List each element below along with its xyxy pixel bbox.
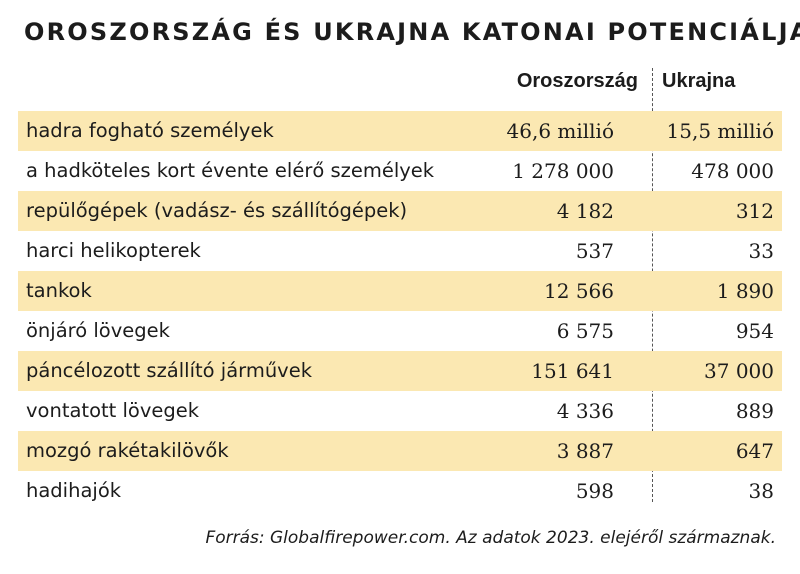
value-ukraine: 312	[735, 199, 774, 223]
value-ukraine: 647	[735, 439, 774, 463]
row-label: páncélozott szállító járművek	[26, 359, 313, 382]
value-ukraine: 15,5 millió	[666, 119, 774, 143]
row-label: hadra fogható személyek	[26, 119, 274, 142]
value-ukraine: 37 000	[704, 359, 774, 383]
value-russia: 6 575	[556, 319, 614, 343]
value-ukraine: 954	[735, 319, 774, 343]
table-row: hadra fogható személyek 46,6 millió 15,5 m…	[18, 111, 782, 151]
table-row: tankok 12 566 1 890	[18, 271, 782, 311]
column-header-russia: Oroszország	[516, 70, 638, 92]
row-label: a hadköteles kort évente elérő személyek	[26, 159, 435, 182]
table-row: mozgó rakétakilövők 3 887 647	[18, 431, 782, 471]
value-ukraine: 889	[735, 399, 774, 423]
row-label: hadihajók	[26, 479, 122, 502]
row-label: harci helikopterek	[26, 239, 201, 262]
value-russia: 46,6 millió	[506, 119, 614, 143]
value-russia: 1 278 000	[512, 159, 614, 183]
value-russia: 3 887	[556, 439, 614, 463]
table-row: vontatott lövegek 4 336 889	[18, 391, 782, 431]
value-russia: 598	[575, 479, 614, 503]
value-ukraine: 478 000	[691, 159, 774, 183]
value-russia: 4 336	[556, 399, 614, 423]
source-note: Forrás: Globalfirepower.com. Az adatok 2…	[205, 528, 776, 548]
row-label: repülőgépek (vadász- és szállítógépek)	[26, 199, 408, 222]
column-header-ukraine: Ukrajna	[662, 70, 736, 92]
table-row: hadihajók 598 38	[18, 471, 782, 511]
table-row: harci helikopterek 537 33	[18, 231, 782, 271]
row-label: tankok	[26, 279, 92, 302]
table-row: páncélozott szállító járművek 151 641 37 0…	[18, 351, 782, 391]
value-ukraine: 1 890	[716, 279, 774, 303]
page-title: OROSZORSZÁG ÉS UKRAJNA KATONAI POTENCIÁL…	[24, 18, 800, 46]
table-row: repülőgépek (vadász- és szállítógépek) 4 …	[18, 191, 782, 231]
value-ukraine: 38	[748, 479, 774, 503]
row-label: mozgó rakétakilövők	[26, 439, 229, 462]
row-label: önjáró lövegek	[26, 319, 170, 342]
value-russia: 151 641	[531, 359, 614, 383]
data-table: hadra fogható személyek 46,6 millió 15,5 m…	[18, 111, 782, 511]
table-row: önjáró lövegek 6 575 954	[18, 311, 782, 351]
value-russia: 537	[575, 239, 614, 263]
value-russia: 12 566	[544, 279, 614, 303]
value-ukraine: 33	[748, 239, 774, 263]
value-russia: 4 182	[556, 199, 614, 223]
table-row: a hadköteles kort évente elérő személyek…	[18, 151, 782, 191]
row-label: vontatott lövegek	[26, 399, 200, 422]
